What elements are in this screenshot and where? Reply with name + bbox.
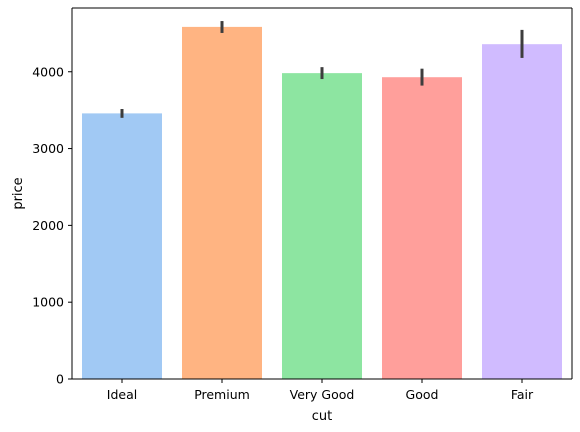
bar-premium xyxy=(182,26,262,379)
y-tick-label: 1000 xyxy=(32,295,64,310)
bars xyxy=(82,26,562,380)
x-tick-label: Fair xyxy=(511,387,534,402)
error-bars xyxy=(120,21,524,118)
x-tick-label: Good xyxy=(406,387,439,402)
y-tick-2000: 2000 xyxy=(32,218,72,233)
y-tick-label: 4000 xyxy=(32,64,64,79)
x-tick-label: Very Good xyxy=(290,387,355,402)
bar-ideal xyxy=(82,113,162,380)
bar-fair xyxy=(482,44,562,380)
y-tick-label: 0 xyxy=(56,372,64,387)
y-axis-ticks: 0 1000 2000 3000 4000 xyxy=(32,64,72,387)
y-tick-0: 0 xyxy=(56,372,72,387)
y-axis-label: price xyxy=(11,177,26,209)
y-tick-1000: 1000 xyxy=(32,295,72,310)
x-tick-very-good: Very Good xyxy=(290,379,355,402)
bar-very-good xyxy=(282,73,362,379)
bar-good xyxy=(382,77,462,379)
x-tick-label: Ideal xyxy=(107,387,137,402)
y-tick-label: 3000 xyxy=(32,141,64,156)
x-tick-premium: Premium xyxy=(194,379,250,402)
x-axis-label: cut xyxy=(312,409,332,424)
y-tick-3000: 3000 xyxy=(32,141,72,156)
y-tick-label: 2000 xyxy=(32,218,64,233)
x-axis-ticks: Ideal Premium Very Good Good Fair xyxy=(107,379,534,402)
y-tick-4000: 4000 xyxy=(32,64,72,79)
x-tick-ideal: Ideal xyxy=(107,379,137,402)
x-tick-label: Premium xyxy=(194,387,250,402)
x-tick-fair: Fair xyxy=(511,379,534,402)
x-tick-good: Good xyxy=(406,379,439,402)
